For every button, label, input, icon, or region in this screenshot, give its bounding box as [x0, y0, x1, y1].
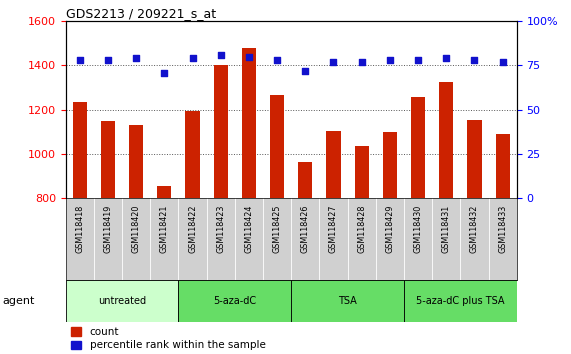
Text: GDS2213 / 209221_s_at: GDS2213 / 209221_s_at — [66, 7, 216, 20]
Text: 5-aza-dC plus TSA: 5-aza-dC plus TSA — [416, 296, 505, 306]
Bar — [404, 280, 517, 322]
Point — [272, 57, 282, 63]
Text: 5-aza-dC: 5-aza-dC — [213, 296, 256, 306]
Bar — [129, 125, 143, 198]
Text: GSM118422: GSM118422 — [188, 205, 197, 253]
Bar — [468, 120, 481, 198]
Point — [75, 57, 85, 63]
Text: untreated: untreated — [98, 296, 146, 306]
Point — [413, 57, 423, 63]
Text: GSM118428: GSM118428 — [357, 205, 366, 253]
Text: GSM118425: GSM118425 — [272, 205, 282, 253]
Bar — [327, 131, 340, 198]
Bar — [355, 146, 369, 198]
Text: GSM118418: GSM118418 — [75, 205, 85, 253]
Bar — [291, 280, 404, 322]
Point — [103, 57, 112, 63]
Text: GSM118432: GSM118432 — [470, 205, 479, 253]
Point — [301, 68, 310, 74]
Bar — [73, 102, 87, 198]
Point — [216, 52, 226, 58]
Text: GSM118429: GSM118429 — [385, 205, 395, 253]
Text: GSM118431: GSM118431 — [442, 205, 451, 253]
Bar — [157, 186, 171, 198]
Point — [244, 54, 254, 59]
Bar — [186, 111, 200, 198]
Text: GSM118420: GSM118420 — [132, 205, 140, 253]
Bar — [383, 132, 397, 198]
Point — [442, 56, 451, 61]
Text: TSA: TSA — [338, 296, 357, 306]
Bar — [439, 82, 453, 198]
Text: GSM118424: GSM118424 — [244, 205, 254, 253]
Text: GSM118430: GSM118430 — [413, 205, 423, 253]
Bar — [66, 280, 178, 322]
Point — [329, 59, 338, 65]
Bar — [270, 95, 284, 198]
Point — [470, 57, 479, 63]
Bar — [298, 161, 312, 198]
Bar — [101, 121, 115, 198]
Text: GSM118423: GSM118423 — [216, 205, 225, 253]
Text: GSM118419: GSM118419 — [103, 205, 112, 253]
Bar — [242, 48, 256, 198]
Point — [188, 56, 197, 61]
Text: GSM118433: GSM118433 — [498, 205, 507, 253]
Text: GSM118426: GSM118426 — [301, 205, 310, 253]
Point — [357, 59, 366, 65]
Point — [160, 70, 169, 75]
Bar — [214, 65, 228, 198]
Bar — [411, 97, 425, 198]
Legend: count, percentile rank within the sample: count, percentile rank within the sample — [71, 327, 266, 350]
Text: GSM118421: GSM118421 — [160, 205, 169, 253]
Bar — [178, 280, 291, 322]
Point — [131, 56, 140, 61]
Bar — [496, 133, 510, 198]
Point — [385, 57, 395, 63]
Polygon shape — [43, 288, 65, 314]
Text: GSM118427: GSM118427 — [329, 205, 338, 253]
Point — [498, 59, 507, 65]
Text: agent: agent — [2, 296, 35, 306]
